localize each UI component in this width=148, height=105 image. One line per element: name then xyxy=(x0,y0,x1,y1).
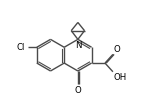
Text: N: N xyxy=(75,41,81,50)
Text: OH: OH xyxy=(114,73,127,82)
Text: O: O xyxy=(74,86,81,95)
Text: O: O xyxy=(114,45,120,54)
Text: Cl: Cl xyxy=(17,43,25,52)
